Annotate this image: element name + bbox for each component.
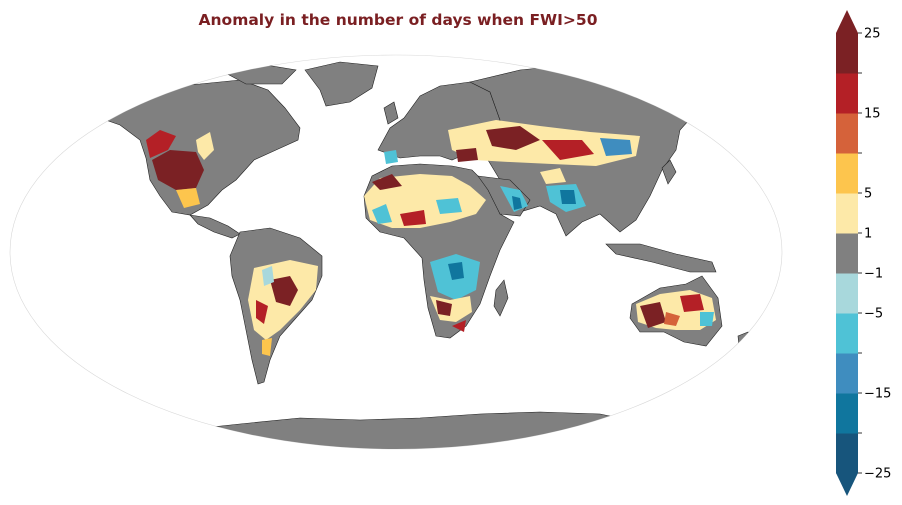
colorbar-bin	[836, 433, 858, 474]
colorbar-bin	[836, 353, 858, 394]
colorbar-bin	[836, 153, 858, 194]
colorbar-bin	[836, 233, 858, 274]
colorbar-tick-label: 5	[864, 187, 872, 202]
colorbar-bin	[836, 313, 858, 354]
central-america	[189, 214, 241, 239]
colorbar-bin	[836, 33, 858, 74]
greenland	[304, 61, 379, 107]
madagascar	[493, 279, 509, 317]
colorbar-tick-label: −1	[864, 267, 883, 282]
southeast-asia-islands	[605, 243, 717, 273]
colorbar-bin	[836, 393, 858, 434]
colorbar-tick-label: 1	[864, 227, 872, 242]
world-map	[9, 54, 783, 450]
colorbar-tick-label: −25	[864, 467, 891, 482]
great-britain	[383, 101, 399, 125]
japan	[661, 159, 677, 185]
colorbar-tick-label: 15	[864, 107, 881, 122]
colorbar-bin	[836, 73, 858, 114]
colorbar-extend-max	[836, 10, 858, 33]
colorbar-bin	[836, 273, 858, 314]
colorbar-tick-label: 25	[864, 27, 881, 42]
colorbar-extend-min	[836, 473, 858, 496]
colorbar-bin	[836, 193, 858, 234]
colorbar-tick-label: −5	[864, 307, 883, 322]
colorbar-tick-label: −15	[864, 387, 891, 402]
colorbar-bin	[836, 113, 858, 154]
map-title: Anomaly in the number of days when FWI>5…	[198, 11, 598, 29]
